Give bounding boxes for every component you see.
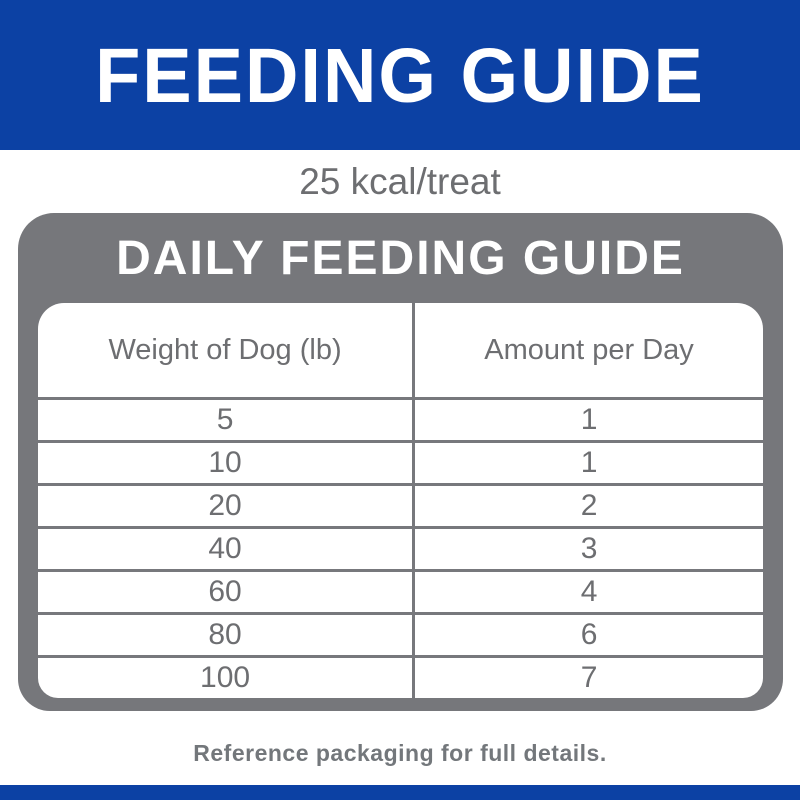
- weight-value: 40: [208, 532, 242, 565]
- weight-value: 5: [216, 403, 234, 436]
- column-header-amount: Amount per Day: [412, 303, 763, 397]
- weight-value: 10: [208, 446, 242, 479]
- reference-note: Reference packaging for full details.: [193, 739, 607, 766]
- table-row: 10 1: [38, 440, 763, 483]
- weight-value: 60: [208, 575, 242, 608]
- amount-value: 1: [412, 400, 763, 440]
- table-row: 100 7: [38, 655, 763, 698]
- amount-value: 3: [412, 529, 763, 569]
- table-header-row: Weight of Dog (lb) Amount per Day: [38, 303, 763, 397]
- bottom-blue-strip: [0, 785, 800, 800]
- amount-value: 1: [412, 443, 763, 483]
- amount-value: 2: [412, 486, 763, 526]
- daily-feeding-guide-card: DAILY FEEDING GUIDE Weight of Dog (lb) A…: [18, 213, 783, 711]
- feeding-table: Weight of Dog (lb) Amount per Day 5 1 10…: [38, 303, 763, 698]
- table-row: 80 6: [38, 612, 763, 655]
- weight-value: 80: [208, 618, 242, 651]
- table-row: 20 2: [38, 483, 763, 526]
- card-title: DAILY FEEDING GUIDE: [116, 231, 685, 285]
- page-title: FEEDING GUIDE: [95, 31, 705, 119]
- table-row: 40 3: [38, 526, 763, 569]
- amount-value: 4: [412, 572, 763, 612]
- weight-value: 100: [200, 661, 251, 694]
- table-row: 60 4: [38, 569, 763, 612]
- table-row: 5 1: [38, 397, 763, 440]
- kcal-per-treat-note: 25 kcal/treat: [299, 161, 501, 202]
- weight-value: 20: [208, 489, 242, 522]
- top-banner: FEEDING GUIDE: [0, 0, 800, 150]
- amount-value: 6: [412, 615, 763, 655]
- column-header-weight: Weight of Dog (lb): [108, 333, 342, 366]
- amount-value: 7: [412, 658, 763, 698]
